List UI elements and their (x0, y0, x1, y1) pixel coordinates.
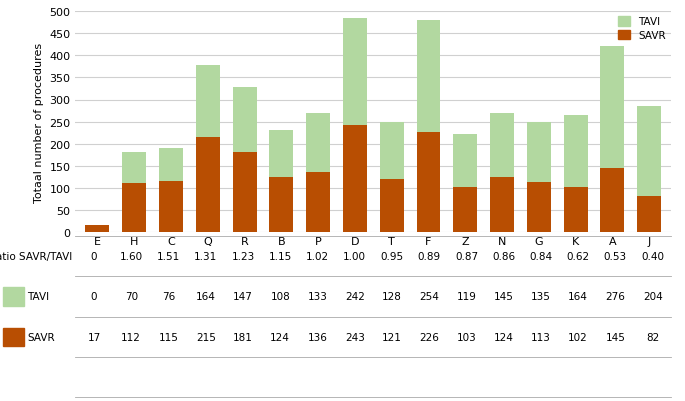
Text: 254: 254 (419, 292, 439, 302)
Text: 242: 242 (345, 292, 364, 302)
Text: 70: 70 (125, 292, 138, 302)
Text: 164: 164 (196, 292, 216, 302)
Bar (196, 65, 220, 138)
Bar (159, 148, 183, 182)
Bar (453, 187, 477, 233)
Bar (564, 188, 588, 233)
Bar (306, 172, 330, 233)
Text: 0: 0 (90, 292, 97, 302)
Bar (601, 47, 625, 169)
Bar (637, 196, 661, 233)
Text: 103: 103 (457, 332, 476, 342)
Text: 121: 121 (382, 332, 402, 342)
Text: 17: 17 (88, 332, 101, 342)
Text: 1.00: 1.00 (343, 252, 366, 261)
Bar (416, 21, 440, 133)
Bar (122, 183, 146, 233)
Text: 204: 204 (643, 292, 662, 302)
Text: Ratio SAVR/TAVI: Ratio SAVR/TAVI (0, 252, 72, 261)
Bar (233, 153, 256, 233)
Bar (416, 133, 440, 233)
Text: 1.51: 1.51 (157, 252, 180, 261)
Bar (564, 115, 588, 188)
Bar (159, 182, 183, 233)
Text: 102: 102 (569, 332, 588, 342)
Text: 115: 115 (158, 332, 178, 342)
Text: 226: 226 (419, 332, 439, 342)
Text: 108: 108 (271, 292, 290, 302)
Text: 181: 181 (233, 332, 253, 342)
Text: 0.62: 0.62 (566, 252, 590, 261)
Bar (379, 123, 403, 179)
Text: 0.87: 0.87 (455, 252, 478, 261)
Text: 147: 147 (233, 292, 253, 302)
Text: 113: 113 (531, 332, 551, 342)
Text: 136: 136 (308, 332, 327, 342)
Text: 82: 82 (646, 332, 659, 342)
Bar (490, 178, 514, 233)
Text: 215: 215 (196, 332, 216, 342)
Text: 276: 276 (606, 292, 625, 302)
Text: 0.53: 0.53 (604, 252, 627, 261)
Text: 112: 112 (121, 332, 141, 342)
Text: 164: 164 (569, 292, 588, 302)
Bar (343, 19, 367, 126)
Bar (196, 138, 220, 233)
Text: 0: 0 (90, 252, 97, 261)
Text: 0.84: 0.84 (530, 252, 553, 261)
Text: 0.89: 0.89 (418, 252, 440, 261)
Text: 124: 124 (271, 332, 290, 342)
Text: 145: 145 (494, 292, 514, 302)
Text: 128: 128 (382, 292, 402, 302)
Text: 135: 135 (531, 292, 551, 302)
Text: 0.86: 0.86 (492, 252, 515, 261)
Bar (527, 123, 551, 183)
Text: 1.31: 1.31 (194, 252, 217, 261)
Text: 1.02: 1.02 (306, 252, 329, 261)
Text: 1.15: 1.15 (269, 252, 292, 261)
Text: 76: 76 (162, 292, 175, 302)
Bar (343, 126, 367, 233)
Text: 133: 133 (308, 292, 327, 302)
Text: 124: 124 (494, 332, 514, 342)
Bar (379, 179, 403, 233)
Bar (637, 106, 661, 196)
Bar (601, 169, 625, 233)
Text: 243: 243 (345, 332, 364, 342)
Bar (233, 88, 256, 153)
Text: TAVI: TAVI (27, 292, 49, 302)
Text: 1.23: 1.23 (232, 252, 255, 261)
Bar (122, 152, 146, 183)
Bar (86, 225, 110, 233)
Bar (269, 178, 293, 233)
Y-axis label: Totaal number of procedures: Totaal number of procedures (34, 43, 44, 202)
Text: 0.95: 0.95 (380, 252, 403, 261)
Text: 119: 119 (456, 292, 476, 302)
Text: 1.60: 1.60 (120, 252, 142, 261)
Text: 145: 145 (606, 332, 625, 342)
Bar (490, 114, 514, 178)
Bar (527, 183, 551, 233)
Bar (306, 114, 330, 172)
Legend: TAVI, SAVR: TAVI, SAVR (618, 17, 666, 41)
Bar (453, 135, 477, 187)
Text: 0.40: 0.40 (641, 252, 664, 261)
Bar (269, 130, 293, 178)
Text: SAVR: SAVR (27, 332, 55, 342)
